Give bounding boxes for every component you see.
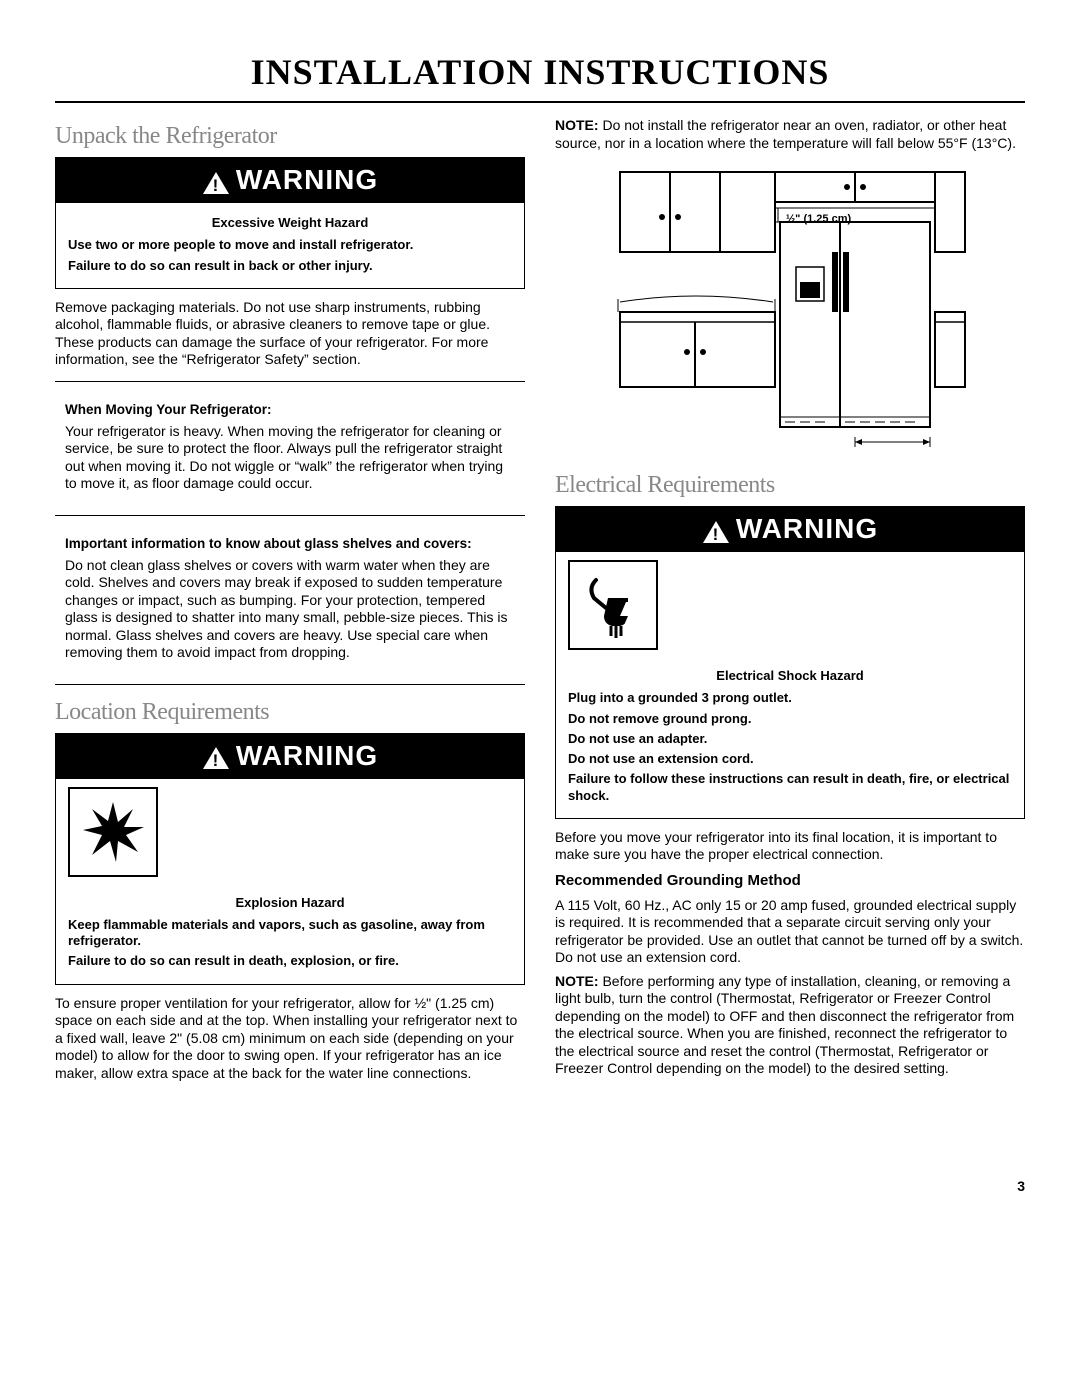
hazard-line: Failure to follow these instructions can… <box>568 771 1012 804</box>
warning-label: WARNING <box>736 511 878 546</box>
note-label: NOTE: <box>555 117 599 133</box>
dim-top-label: ½" (1.25 cm) <box>786 213 851 225</box>
warning-bar: ! WARNING <box>56 734 524 779</box>
hazard-line: Do not use an adapter. <box>568 731 1012 747</box>
shock-icon <box>568 560 658 650</box>
body-paragraph: Before you move your refrigerator into i… <box>555 829 1025 864</box>
clearance-diagram: ½" (1.25 cm) <box>600 162 980 452</box>
warning-box-electrical: ! WARNING Electrical Shock Hazard Plug i… <box>555 506 1025 819</box>
warning-box-weight: ! WARNING Excessive Weight Hazard Use tw… <box>55 157 525 289</box>
note-paragraph: NOTE: Before performing any type of inst… <box>555 973 1025 1078</box>
warning-body: Electrical Shock Hazard Plug into a grou… <box>556 656 1024 818</box>
svg-text:!: ! <box>212 176 219 195</box>
page-title: INSTALLATION INSTRUCTIONS <box>55 50 1025 103</box>
note-body: Before performing any type of installati… <box>555 973 1014 1077</box>
divider <box>55 684 525 685</box>
svg-text:!: ! <box>712 525 719 544</box>
warning-box-explosion: ! WARNING Explosion Hazard Keep flammabl… <box>55 733 525 985</box>
hazard-line: Failure to do so can result in death, ex… <box>68 953 512 969</box>
hazard-line: Do not use an extension cord. <box>568 751 1012 767</box>
explosion-icon <box>68 787 158 877</box>
hazard-title: Excessive Weight Hazard <box>68 215 512 231</box>
unpack-heading: Unpack the Refrigerator <box>55 121 525 151</box>
warning-body: Excessive Weight Hazard Use two or more … <box>56 203 524 288</box>
note-paragraph: NOTE: Do not install the refrigerator ne… <box>555 117 1025 152</box>
moving-body: Your refrigerator is heavy. When moving … <box>65 423 515 493</box>
moving-lead: When Moving Your Refrigerator: <box>65 402 515 419</box>
two-column-layout: Unpack the Refrigerator ! WARNING Excess… <box>55 111 1025 1088</box>
divider <box>55 381 525 382</box>
warning-triangle-icon: ! <box>202 743 230 767</box>
hazard-title: Electrical Shock Hazard <box>568 668 1012 684</box>
svg-text:!: ! <box>212 751 219 770</box>
warning-bar: ! WARNING <box>56 158 524 203</box>
warning-bar: ! WARNING <box>556 507 1024 552</box>
grounding-heading: Recommended Grounding Method <box>555 872 1025 891</box>
hazard-line: Do not remove ground prong. <box>568 711 1012 727</box>
glass-inset: Important information to know about glas… <box>55 528 525 672</box>
right-column: NOTE: Do not install the refrigerator ne… <box>555 111 1025 1088</box>
left-column: Unpack the Refrigerator ! WARNING Excess… <box>55 111 525 1088</box>
warning-body: Explosion Hazard Keep flammable material… <box>56 883 524 984</box>
body-paragraph: A 115 Volt, 60 Hz., AC only 15 or 20 amp… <box>555 897 1025 967</box>
hazard-line: Plug into a grounded 3 prong outlet. <box>568 690 1012 706</box>
body-paragraph: Remove packaging materials. Do not use s… <box>55 299 525 369</box>
note-body: Do not install the refrigerator near an … <box>555 117 1016 151</box>
hazard-line: Failure to do so can result in back or o… <box>68 258 512 274</box>
divider <box>55 515 525 516</box>
dim-bottom-label: 2" (5.08 cm) <box>850 451 912 452</box>
hazard-line: Use two or more people to move and insta… <box>68 237 512 253</box>
electrical-heading: Electrical Requirements <box>555 470 1025 500</box>
hazard-title: Explosion Hazard <box>68 895 512 911</box>
warning-label: WARNING <box>236 738 378 773</box>
warning-triangle-icon: ! <box>702 517 730 541</box>
page-number: 3 <box>55 1178 1025 1196</box>
glass-body: Do not clean glass shelves or covers wit… <box>65 557 515 662</box>
location-heading: Location Requirements <box>55 697 525 727</box>
body-paragraph: To ensure proper ventilation for your re… <box>55 995 525 1083</box>
warning-triangle-icon: ! <box>202 168 230 192</box>
note-label: NOTE: <box>555 973 599 989</box>
hazard-line: Keep flammable materials and vapors, suc… <box>68 917 512 950</box>
moving-inset: When Moving Your Refrigerator: Your refr… <box>55 394 525 503</box>
glass-lead: Important information to know about glas… <box>65 536 515 553</box>
warning-label: WARNING <box>236 162 378 197</box>
